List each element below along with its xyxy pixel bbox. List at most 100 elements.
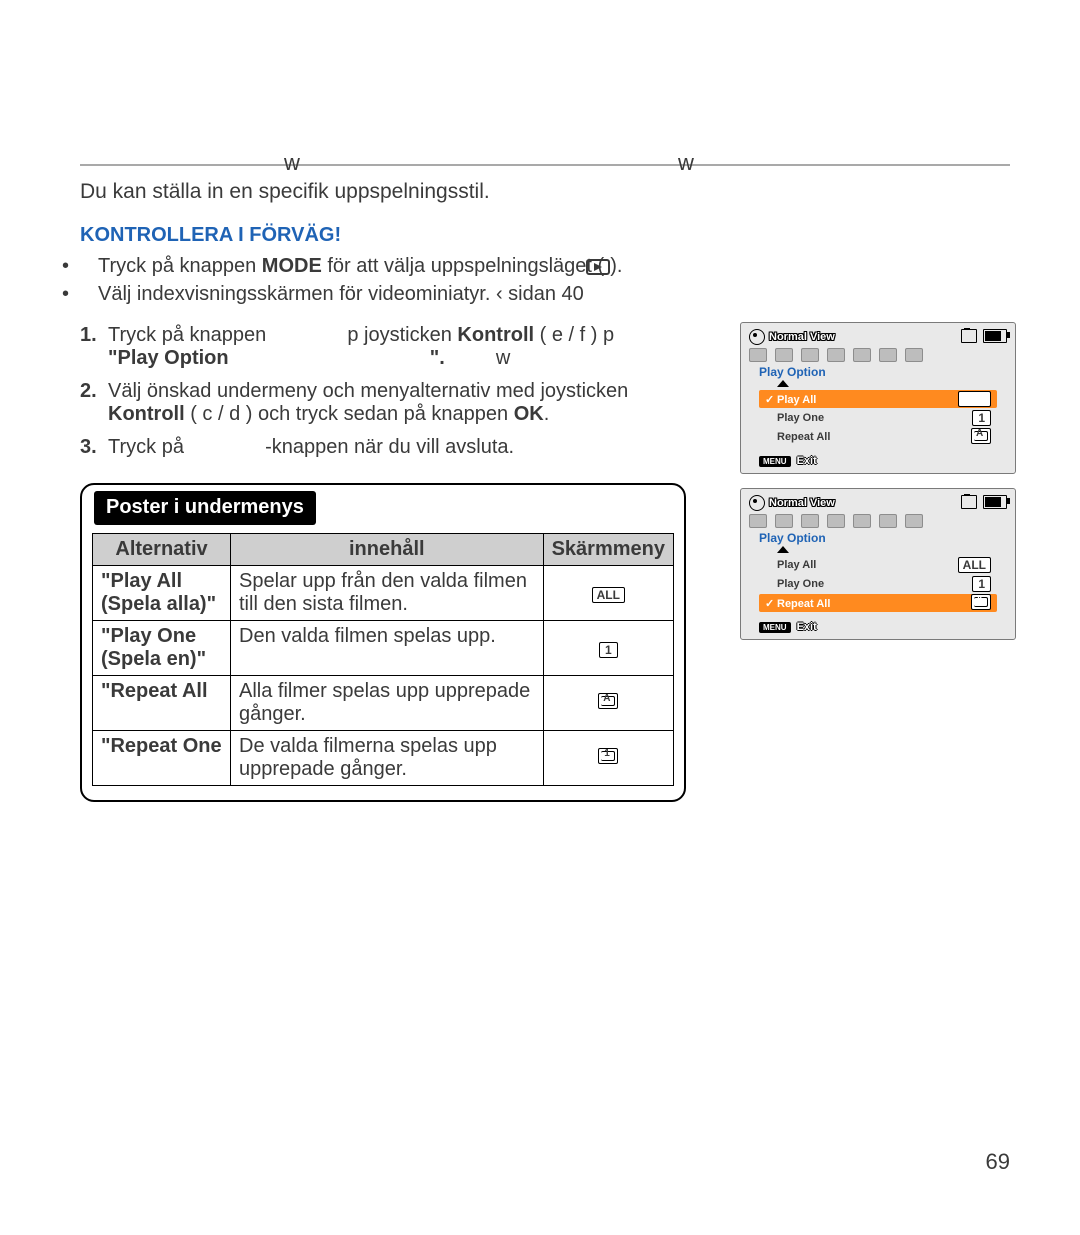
step-1-w: w (496, 347, 510, 369)
th-skarmmeny: Skärmmeny (543, 534, 673, 566)
step-2-mid: ( c / d ) och tryck sedan på knappen (185, 403, 514, 425)
toolbar-icon (905, 348, 923, 362)
play-all-icon: ALL (958, 557, 991, 573)
menu-heading: Play Option (759, 365, 826, 379)
exit-bar: MENUExit (759, 621, 817, 633)
option-label: Repeat All (777, 598, 830, 610)
screen-title: Normal View (769, 331, 835, 343)
th-innehall: innehåll (231, 534, 544, 566)
step-2-bold1: Kontroll (108, 403, 185, 425)
option-row[interactable]: Play All ALL (759, 556, 997, 574)
step-1-q1: "Play Option (108, 347, 229, 369)
toolbar-icon (827, 514, 845, 528)
cell-desc: Spelar upp från den valda filmen till de… (231, 566, 544, 621)
up-arrow-icon (777, 380, 789, 387)
option-label: Play All (777, 559, 816, 571)
step-1-q2: ". (430, 347, 445, 369)
th-alternativ: Alternativ (93, 534, 231, 566)
exit-label: Exit (797, 455, 817, 467)
camera-screen-bottom: Normal View Play Option Play All ALL Play On… (740, 488, 1016, 640)
play-one-icon: 1 (972, 576, 991, 592)
card-icon (961, 495, 977, 509)
option-label: Play One (777, 412, 824, 424)
step-1-b: p joysticken (347, 324, 457, 346)
camera-screen-top: Normal ViewPlay Option✓Play AllALLPlay O… (740, 322, 1016, 474)
lens-icon (749, 495, 765, 511)
step-1-bold: Kontroll (457, 324, 534, 346)
repeat-all-icon (598, 693, 618, 709)
page-number: 69 (986, 1149, 1010, 1175)
cell-icon (543, 676, 673, 731)
option-right-icon (971, 594, 991, 613)
cell-desc: Alla filmer spelas upp upprepade gånger. (231, 676, 544, 731)
option-row[interactable]: Play One 1 (759, 409, 997, 427)
step-2-dot: . (544, 403, 550, 425)
step-1-num: 1. (80, 324, 108, 370)
intro-text: Du kan ställa in en specifik uppspelning… (80, 180, 1010, 204)
cell-icon: 1 (543, 621, 673, 676)
battery-icon (983, 495, 1007, 509)
step-1: 1. Tryck på knappen p joysticken Kontrol… (80, 324, 690, 370)
rule-marker-left: w (284, 150, 300, 176)
table-row: "Repeat AllAlla filmer spelas upp upprep… (93, 676, 674, 731)
cell-option: "Play One(Spela en)" (93, 621, 231, 676)
rule-line (80, 164, 1010, 166)
option-right-icon (971, 428, 991, 447)
option-label: Repeat All (777, 431, 830, 443)
check-icon: ✓ (765, 597, 777, 610)
option-row[interactable]: Repeat All (759, 428, 997, 446)
toolbar-icon (879, 514, 897, 528)
submenu-table: Alternativ innehåll Skärmmeny "Play All(… (92, 533, 674, 786)
table-row: "Play One(Spela en)"Den valda filmen spe… (93, 621, 674, 676)
steps: 1. Tryck på knappen p joysticken Kontrol… (80, 324, 690, 459)
toolbar-icon (879, 348, 897, 362)
option-label: Play One (777, 578, 824, 590)
repeat-all-icon (971, 594, 991, 610)
screen-title: Normal View (769, 497, 835, 509)
option-row[interactable]: Play One 1 (759, 575, 997, 593)
table-row: "Play All(Spela alla)"Spelar upp från de… (93, 566, 674, 621)
screen-toolbar (749, 513, 1007, 529)
toolbar-icon (905, 514, 923, 528)
step-2-l1: Välj önskad undermeny och menyalternativ… (108, 380, 628, 402)
option-right-icon: ALL (958, 391, 991, 407)
step-3-a: Tryck på (108, 436, 184, 458)
toolbar-icon (775, 348, 793, 362)
section-rule: w w (80, 150, 1010, 168)
toolbar-icon (801, 514, 819, 528)
play-one-icon: 1 (972, 410, 991, 426)
step-1-a: Tryck på knappen (108, 324, 266, 346)
toolbar-icon (827, 348, 845, 362)
cell-icon (543, 731, 673, 786)
rule-marker-right: w (678, 150, 694, 176)
bullet-1-pre: Tryck på knappen (98, 255, 262, 277)
table-row: "Repeat OneDe valda filmerna spelas upp … (93, 731, 674, 786)
repeat-all-icon (971, 428, 991, 444)
toolbar-icon (853, 514, 871, 528)
step-1-c: ( e / f ) p (534, 324, 614, 346)
step-2: 2. Välj önskad undermeny och menyalterna… (80, 380, 690, 426)
step-2-num: 2. (80, 380, 108, 426)
camera-screens: Normal ViewPlay Option✓Play AllALLPlay O… (740, 322, 1016, 654)
toolbar-icon (801, 348, 819, 362)
menu-badge: MENU (759, 622, 791, 633)
cell-desc: De valda filmerna spelas upp upprepade g… (231, 731, 544, 786)
option-list: Play All ALL Play One 1 ✓Repeat All (759, 555, 997, 613)
step-3-b: -knappen när du vill avsluta. (265, 436, 514, 458)
cell-option: "Play All(Spela alla)" (93, 566, 231, 621)
cell-icon: ALL (543, 566, 673, 621)
card-icon (961, 329, 977, 343)
option-right-icon: 1 (972, 576, 991, 592)
step-3-num: 3. (80, 436, 108, 459)
toolbar-icon (775, 514, 793, 528)
cell-option: "Repeat All (93, 676, 231, 731)
up-arrow-icon (777, 546, 789, 553)
step-2-bold2: OK (514, 403, 544, 425)
toolbar-icon (853, 348, 871, 362)
menu-heading: Play Option (759, 531, 826, 545)
bullet-2-text: Välj indexvisningsskärmen för videominia… (98, 283, 584, 305)
repeat-one-icon (598, 748, 618, 764)
option-row[interactable]: ✓Repeat All (759, 594, 997, 612)
table-header-row: Alternativ innehåll Skärmmeny (93, 534, 674, 566)
option-row[interactable]: ✓Play AllALL (759, 390, 997, 408)
